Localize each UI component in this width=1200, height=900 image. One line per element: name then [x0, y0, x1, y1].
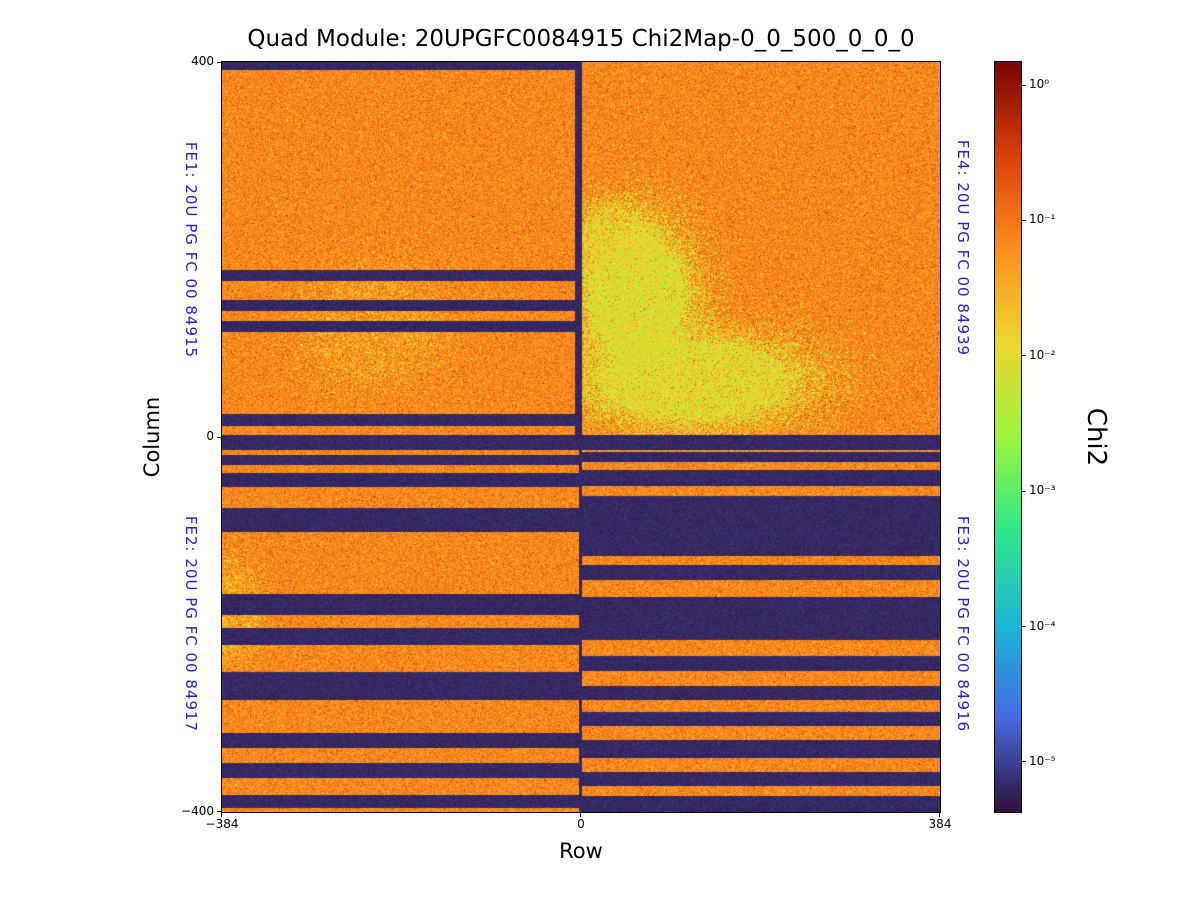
x-axis-label: Row — [559, 839, 603, 863]
colorbar-tick-label: 10⁻³ — [1029, 483, 1056, 498]
y-tick-label-neg400: −400 — [181, 804, 214, 818]
colorbar-label: Chi2 — [1081, 407, 1111, 467]
colorbar-tick-mark — [1022, 84, 1026, 86]
colorbar-tick-mark — [1022, 355, 1026, 357]
colorbar-tick-label: 10⁻² — [1029, 347, 1056, 362]
fe4-chip-label: FE4: 20U PG FC 00 84939 — [954, 139, 972, 357]
y-tick-label-0: 0 — [206, 429, 214, 443]
colorbar-canvas — [994, 61, 1022, 813]
y-tick-mark — [217, 437, 221, 438]
colorbar-tick-mark — [1022, 219, 1026, 221]
colorbar-tick-label: 10⁰ — [1029, 77, 1050, 91]
fe2-chip-label: FE2: 20U PG FC 00 84917 — [182, 515, 200, 733]
colorbar-tick-mark — [1022, 490, 1026, 492]
x-tick-label-384: 384 — [928, 817, 952, 831]
plot-title: Quad Module: 20UPGFC0084915 Chi2Map-0_0_… — [247, 26, 915, 52]
x-tick-label-0: 0 — [577, 817, 585, 831]
y-tick-mark — [217, 62, 221, 63]
colorbar-tick-label: 10⁻¹ — [1029, 212, 1056, 227]
x-tick-label-neg384: −384 — [205, 817, 239, 831]
x-tick-mark — [580, 813, 581, 817]
fe1-chip-label: FE1: 20U PG FC 00 84915 — [182, 141, 200, 359]
colorbar-tick-label: 10⁻⁵ — [1029, 753, 1056, 768]
y-tick-label-400: 400 — [191, 54, 214, 68]
colorbar-tick-mark — [1022, 626, 1026, 628]
colorbar-tick-label: 10⁻⁴ — [1029, 618, 1056, 633]
fe3-chip-label: FE3: 20U PG FC 00 84916 — [954, 515, 972, 733]
y-axis-label: Column — [140, 396, 164, 478]
x-tick-mark — [221, 813, 222, 817]
colorbar-tick-mark — [1022, 761, 1026, 763]
y-tick-mark — [217, 811, 221, 812]
heatmap-canvas — [221, 61, 941, 813]
x-tick-mark — [939, 813, 940, 817]
